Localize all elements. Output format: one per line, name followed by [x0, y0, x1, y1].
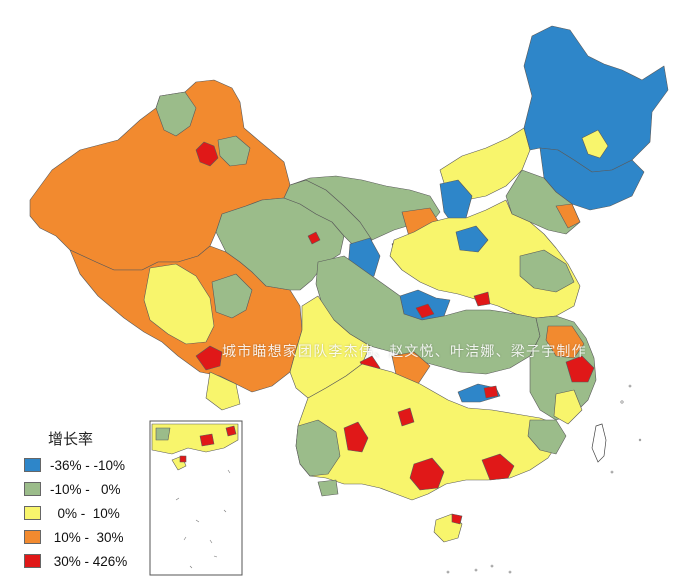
- legend-item-growth-low: 0% - 10%: [24, 501, 174, 525]
- region-tibet-yellow-south: [205, 371, 241, 411]
- legend: 增长率 -36% - -10% -10% - 0% 0% - 10% 10% -…: [24, 428, 174, 573]
- region-xinjiang-north: [155, 91, 197, 137]
- legend-label: 30% - 426%: [50, 553, 128, 569]
- region-nanning: [409, 457, 445, 491]
- island-marks: [446, 384, 642, 574]
- south-china-sea-inset: [149, 420, 243, 576]
- region-wuhan: [483, 385, 499, 399]
- region-shanghai: [565, 355, 595, 383]
- legend-label: 0% - 10%: [50, 505, 120, 521]
- region-urumqi: [195, 141, 219, 167]
- legend-swatch: [24, 530, 41, 544]
- region-fujian-green: [527, 419, 567, 455]
- legend-label: -36% - -10%: [50, 457, 126, 473]
- legend-swatch: [24, 458, 41, 472]
- legend-label: -10% - 0%: [50, 481, 121, 497]
- region-ne-yellow: [581, 129, 609, 159]
- region-guangzhou: [481, 453, 515, 481]
- region-guiyang: [397, 407, 415, 427]
- region-yunnan-green: [295, 419, 341, 477]
- region-zhengzhou: [473, 291, 491, 307]
- region-liaoning: [505, 169, 581, 235]
- region-gx-green-patch: [317, 479, 339, 497]
- region-xining: [307, 231, 321, 245]
- region-beijing-blue: [455, 225, 489, 253]
- region-taiwan: [591, 423, 607, 463]
- legend-swatch: [24, 554, 41, 568]
- region-zhejiang-yellow: [553, 389, 583, 425]
- legend-item-decline-mild: -10% - 0%: [24, 477, 174, 501]
- region-xian: [415, 303, 435, 319]
- region-kunming: [343, 421, 369, 453]
- legend-swatch: [24, 482, 41, 496]
- watermark-credit: 城市瞄想家团队李杰伟、赵文悦、叶洁娜、梁子宇制作: [222, 344, 587, 360]
- legend-item-growth-high: 30% - 426%: [24, 549, 174, 573]
- region-dalian: [555, 203, 581, 229]
- region-tibet-green: [211, 273, 253, 319]
- region-shandong-green: [519, 249, 575, 293]
- legend-swatch: [24, 506, 41, 520]
- legend-item-growth-mid: 10% - 30%: [24, 525, 174, 549]
- legend-item-decline-strong: -36% - -10%: [24, 453, 174, 477]
- region-jiangsu-orange: [545, 325, 585, 359]
- region-lhasa: [195, 345, 223, 371]
- legend-label: 10% - 30%: [50, 529, 124, 545]
- region-haikou: [451, 513, 463, 525]
- region-ngari: [143, 263, 215, 345]
- region-xj-east-green: [217, 135, 251, 167]
- legend-title: 增长率: [48, 430, 94, 448]
